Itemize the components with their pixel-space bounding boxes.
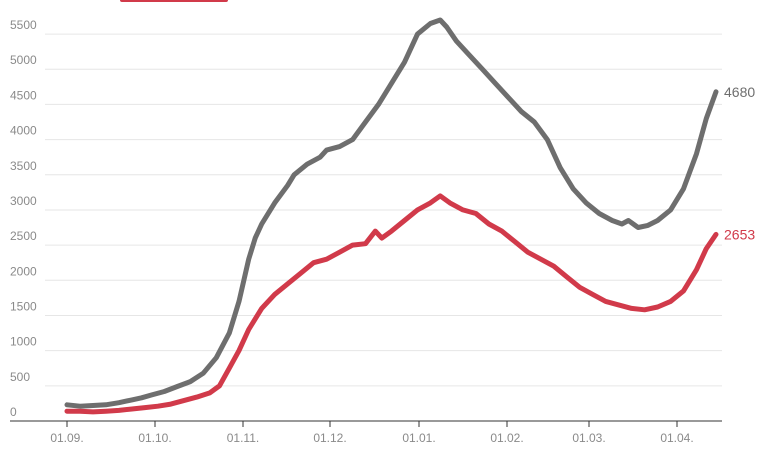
y-tick-label: 500 [10, 370, 30, 384]
y-tick-label: 5500 [10, 18, 37, 32]
legend-swatch-red [120, 0, 228, 2]
y-tick-label: 3000 [10, 194, 37, 208]
series-lines [64, 17, 719, 415]
x-axis-ticks: 01.09. 01.10. 01.11. 01.12. 01.01. 01.02. 01.0… [50, 421, 694, 445]
grid-lines [45, 33, 722, 387]
x-tick-label: 01.09. [50, 431, 83, 445]
x-tick-label: 01.04. [660, 431, 693, 445]
series-end-labels: 4680 2653 [724, 84, 755, 243]
y-tick-label: 4000 [10, 124, 37, 138]
y-tick-label: 1500 [10, 299, 37, 313]
y-tick-label: 2500 [10, 229, 37, 243]
series-end-label-grey: 4680 [724, 84, 755, 100]
x-tick-label: 01.01. [402, 431, 435, 445]
y-axis-ticks: 0 500 1000 1500 2000 2500 3000 3500 4000 4500 5000… [10, 18, 37, 419]
y-tick-label: 4500 [10, 88, 37, 102]
y-tick-label: 3500 [10, 159, 37, 173]
y-tick-label: 0 [10, 405, 17, 419]
x-tick-label: 01.11. [227, 431, 259, 445]
series-line-red [64, 193, 719, 415]
x-tick-label: 01.12. [313, 431, 346, 445]
series-end-label-red: 2653 [724, 226, 755, 242]
y-tick-label: 2000 [10, 264, 37, 278]
y-tick-label: 1000 [10, 335, 37, 349]
x-tick-label: 01.02. [490, 431, 523, 445]
series-line-grey [64, 17, 719, 409]
y-tick-label: 5000 [10, 53, 37, 67]
x-tick-label: 01.10. [138, 431, 171, 445]
x-tick-label: 01.03. [572, 431, 605, 445]
